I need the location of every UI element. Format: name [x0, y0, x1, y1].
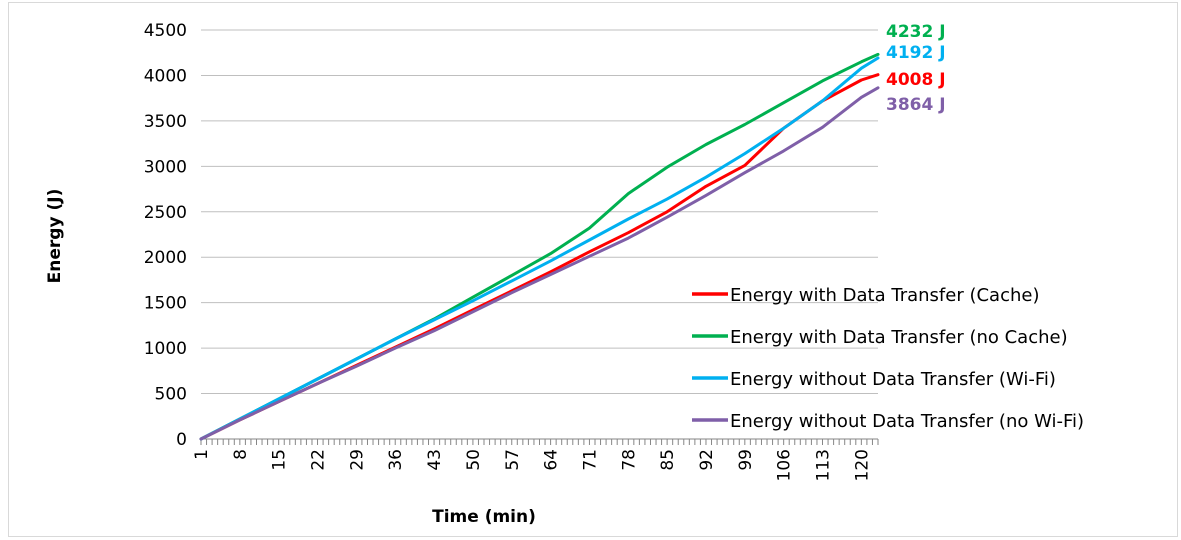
y-tick-label: 3000 [144, 157, 187, 177]
series-line [199, 56, 880, 441]
x-tick-label: 106 [775, 449, 795, 481]
x-tick-label: 71 [580, 449, 600, 471]
x-tick-label: 113 [814, 449, 834, 481]
legend-entry: Energy with Data Transfer (Cache) [730, 285, 1039, 306]
y-tick-label: 4000 [144, 66, 187, 86]
y-tick-label: 0 [176, 430, 187, 450]
y-tick-label: 1500 [144, 294, 187, 314]
x-tick-label: 92 [697, 449, 717, 471]
end-value-label: 3864 J [886, 95, 946, 115]
x-tick-label: 8 [231, 449, 251, 460]
y-tick-label: 1000 [144, 339, 187, 359]
y-tick-label: 2500 [144, 203, 187, 223]
x-axis-title: Time (min) [432, 507, 536, 527]
end-value-label: 4008 J [886, 70, 946, 90]
x-tick-label: 50 [464, 449, 484, 471]
x-tick-label: 1 [192, 449, 212, 460]
x-tick-label: 85 [658, 449, 678, 471]
x-tick-label: 29 [347, 449, 367, 471]
y-tick-label: 2000 [144, 248, 187, 268]
series-lines [199, 52, 880, 441]
legend: Energy with Data Transfer (Cache) Energy … [692, 285, 1084, 432]
end-value-label: 4232 J [886, 22, 946, 42]
x-tick-label: 64 [542, 449, 562, 471]
x-tick-label: 43 [425, 449, 445, 471]
x-tick-label: 78 [619, 449, 639, 471]
x-tick-label: 22 [309, 449, 329, 471]
y-tick-label: 4500 [144, 21, 187, 41]
x-tick-label: 99 [736, 449, 756, 471]
grid [201, 29, 878, 395]
y-tick-label: 500 [155, 385, 187, 405]
x-tick-label: 36 [386, 449, 406, 471]
legend-entry: Energy with Data Transfer (no Cache) [730, 327, 1068, 348]
end-value-label: 4192 J [886, 43, 946, 63]
y-axis-title: Energy (J) [45, 189, 65, 284]
legend-entry: Energy without Data Transfer (no Wi-Fi) [730, 411, 1084, 432]
legend-entry: Energy without Data Transfer (Wi-Fi) [730, 369, 1056, 390]
axes: 0 500 1000 1500 2000 2500 3000 3500 4000 4500 1 8 15… [144, 21, 879, 481]
x-tick-label: 15 [270, 449, 290, 471]
chart-frame [8, 2, 1178, 537]
x-tick-label: 120 [852, 449, 872, 481]
y-tick-label: 3500 [144, 112, 187, 132]
series-line [199, 86, 880, 441]
x-tick-label: 57 [503, 449, 523, 471]
